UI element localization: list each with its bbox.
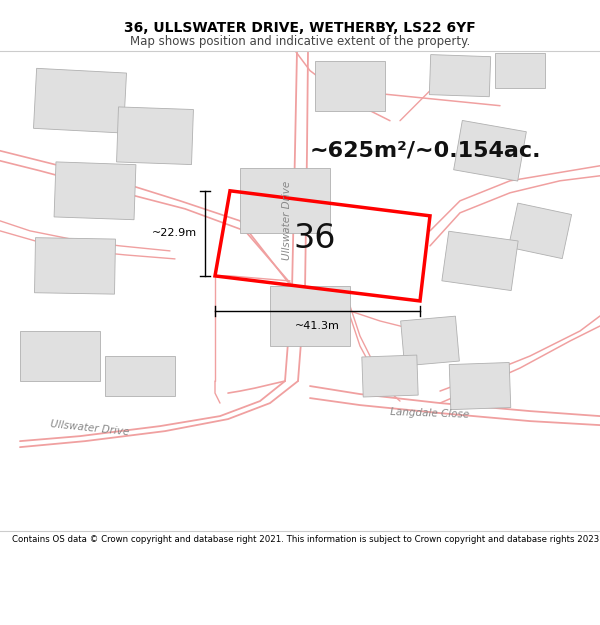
Text: ~625m²/~0.154ac.: ~625m²/~0.154ac. xyxy=(310,141,542,161)
Bar xyxy=(508,203,572,259)
Bar xyxy=(20,331,100,381)
Bar xyxy=(495,53,545,88)
Bar xyxy=(315,61,385,111)
Text: Ullswater Drive: Ullswater Drive xyxy=(50,419,130,437)
Bar xyxy=(430,54,491,97)
Text: Ullswater Drive: Ullswater Drive xyxy=(282,181,292,261)
Bar xyxy=(362,355,418,397)
Bar xyxy=(105,356,175,396)
Bar xyxy=(34,68,127,133)
Bar xyxy=(442,231,518,291)
Text: Map shows position and indicative extent of the property.: Map shows position and indicative extent… xyxy=(130,35,470,48)
Bar xyxy=(454,121,526,181)
Text: ~41.3m: ~41.3m xyxy=(295,321,340,331)
Text: ~22.9m: ~22.9m xyxy=(152,228,197,238)
Text: 36: 36 xyxy=(294,222,336,256)
Text: Langdale Close: Langdale Close xyxy=(390,407,470,419)
Bar xyxy=(449,362,511,409)
Bar xyxy=(54,162,136,220)
Bar xyxy=(116,107,193,164)
Bar xyxy=(401,316,460,366)
Text: 36, ULLSWATER DRIVE, WETHERBY, LS22 6YF: 36, ULLSWATER DRIVE, WETHERBY, LS22 6YF xyxy=(124,21,476,34)
Text: Contains OS data © Crown copyright and database right 2021. This information is : Contains OS data © Crown copyright and d… xyxy=(12,535,600,544)
Bar xyxy=(240,168,330,233)
Bar xyxy=(35,238,115,294)
Bar xyxy=(270,286,350,346)
